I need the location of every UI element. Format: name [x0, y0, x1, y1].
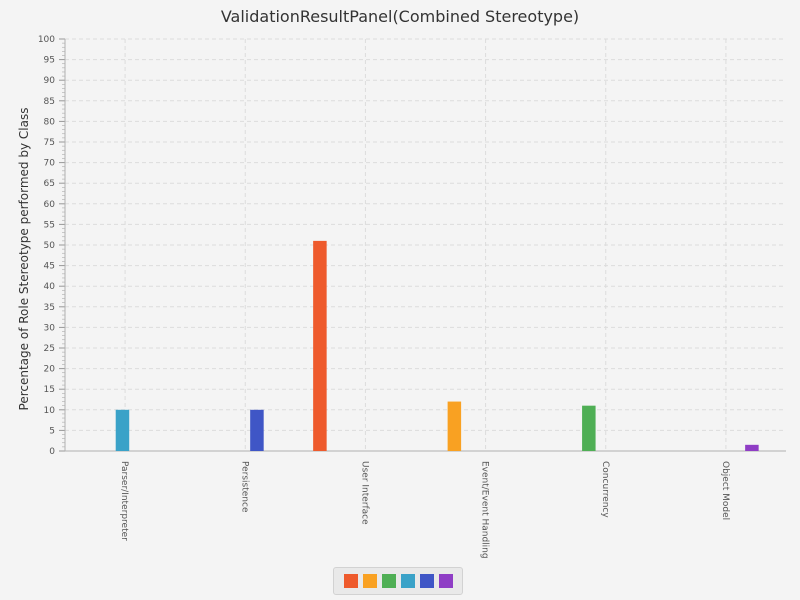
y-tick-label: 0 [49, 447, 55, 457]
legend-swatch [362, 574, 377, 588]
y-tick-label: 75 [44, 138, 55, 148]
legend-swatch [419, 574, 434, 588]
legend-swatch [343, 574, 358, 588]
x-category-label: Persistence [239, 461, 249, 513]
x-category-label: Parser/Interpreter [119, 461, 129, 541]
y-tick-label: 80 [44, 117, 56, 127]
y-tick-label: 60 [44, 200, 56, 210]
y-tick-label: 65 [44, 179, 55, 189]
legend-swatch [381, 574, 396, 588]
x-category-label: Event/Event Handling [480, 461, 490, 559]
y-tick-label: 10 [44, 406, 56, 416]
legend-swatch [400, 574, 415, 588]
y-tick-label: 45 [44, 262, 55, 272]
bar [250, 409, 264, 451]
y-tick-label: 50 [44, 241, 56, 251]
y-tick-label: 70 [44, 159, 56, 169]
x-category-label: Concurrency [600, 461, 610, 518]
y-tick-label: 20 [44, 365, 56, 375]
y-tick-label: 30 [44, 323, 56, 333]
y-tick-label: 5 [49, 426, 55, 436]
y-tick-label: 100 [38, 35, 55, 45]
chart-title: ValidationResultPanel(Combined Stereotyp… [220, 7, 580, 26]
legend-swatch [438, 574, 453, 588]
bar [313, 240, 327, 451]
y-tick-label: 35 [44, 303, 55, 313]
y-tick-label: 15 [44, 385, 55, 395]
y-tick-label: 55 [44, 220, 55, 230]
y-tick-label: 40 [44, 282, 56, 292]
y-tick-label: 85 [44, 97, 55, 107]
bar [582, 405, 596, 451]
bar [745, 444, 759, 451]
x-category-label: User Interface [359, 461, 369, 525]
y-tick-label: 90 [44, 76, 56, 86]
legend [333, 567, 463, 595]
bar [115, 409, 130, 451]
y-tick-label: 95 [44, 56, 55, 66]
bar [447, 401, 462, 451]
y-tick-label: 25 [44, 344, 55, 354]
x-category-label: Object Model [720, 461, 730, 520]
